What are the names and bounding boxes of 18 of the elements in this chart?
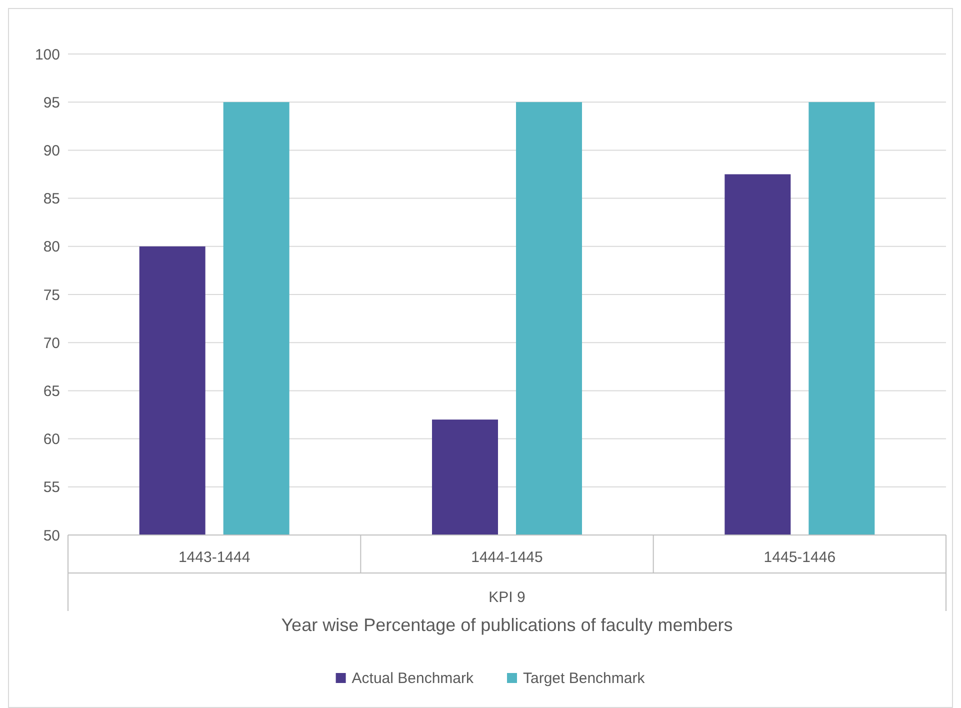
x-axis-title: Year wise Percentage of publications of faculty members (281, 615, 733, 635)
x-tick-label: 1444-1445 (471, 549, 543, 566)
legend-label: Target Benchmark (523, 670, 646, 687)
y-tick-label: 90 (43, 142, 60, 160)
y-tick-label: 85 (43, 190, 60, 208)
y-tick-label: 65 (43, 382, 60, 400)
y-tick-label: 95 (43, 94, 60, 112)
y-tick-label: 75 (43, 286, 60, 304)
y-tick-label: 50 (43, 527, 60, 544)
y-tick-label: 60 (43, 431, 60, 448)
legend-label: Actual Benchmark (352, 670, 474, 687)
y-tick-label: 70 (43, 334, 60, 352)
text: KPI 9 (488, 589, 526, 606)
y-tick-label: 100 (34, 46, 60, 64)
y-tick-label: 55 (43, 479, 60, 496)
x-tick-label: 1443-1444 (178, 549, 250, 566)
x-tick-label: 1445-1446 (764, 549, 836, 566)
y-tick-label: 80 (43, 238, 60, 256)
